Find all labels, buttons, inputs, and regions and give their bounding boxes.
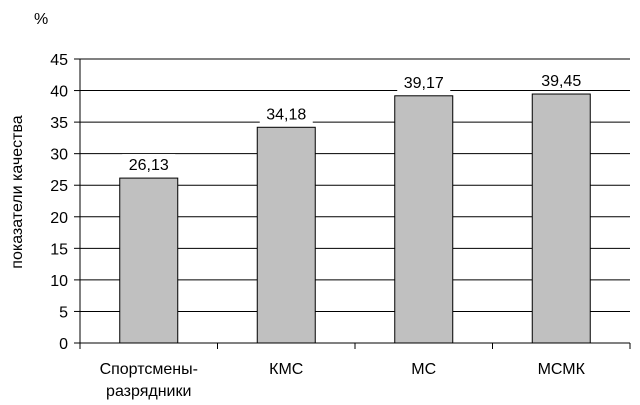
x-category-label-line: МС xyxy=(411,361,436,378)
data-label: 34,18 xyxy=(266,106,306,123)
x-category-label-line: МСМК xyxy=(538,361,586,378)
x-category-label: МСМК xyxy=(538,361,586,378)
y-tick-label: 20 xyxy=(50,210,68,227)
bar xyxy=(119,177,179,344)
y-axis-title: показатели качества xyxy=(9,115,26,269)
y-tick-label: 35 xyxy=(50,115,68,132)
y-tick-label: 15 xyxy=(50,241,68,258)
data-label-background xyxy=(259,103,313,124)
x-category-label: МС xyxy=(411,361,436,378)
y-tick-label: 40 xyxy=(50,84,68,101)
data-label-background xyxy=(397,71,451,92)
data-label: 26,13 xyxy=(129,157,169,174)
y-tick-label: 30 xyxy=(50,147,68,164)
bar xyxy=(256,126,316,344)
x-category-label: КМС xyxy=(269,361,303,378)
data-label: 39,17 xyxy=(404,75,444,92)
y-tick-label: 45 xyxy=(50,52,68,69)
y-unit-label: % xyxy=(34,11,48,28)
x-category-label: Спортсмены-разрядники xyxy=(100,361,198,400)
data-label-background xyxy=(122,154,176,175)
data-label: 39,45 xyxy=(541,73,581,90)
data-labels: 26,13 34,18 39,17 39,45 xyxy=(122,70,588,175)
y-tick-label: 25 xyxy=(50,178,68,195)
bar xyxy=(531,93,591,344)
data-label-background xyxy=(534,70,588,91)
y-tick-label: 0 xyxy=(59,336,68,353)
x-category-label-line: разрядники xyxy=(106,383,191,400)
y-tick-label: 10 xyxy=(50,273,68,290)
bar xyxy=(394,95,454,344)
axes xyxy=(74,58,631,349)
x-category-labels: Спортсмены-разрядники КМС МС МСМК xyxy=(100,361,586,400)
y-tick-label: 5 xyxy=(59,304,68,321)
x-category-label-line: Спортсмены- xyxy=(100,361,198,378)
bars xyxy=(119,93,591,344)
x-category-label-line: КМС xyxy=(269,361,303,378)
y-tick-labels: 0 5 10 15 20 25 30 35 40 45 xyxy=(50,52,68,353)
